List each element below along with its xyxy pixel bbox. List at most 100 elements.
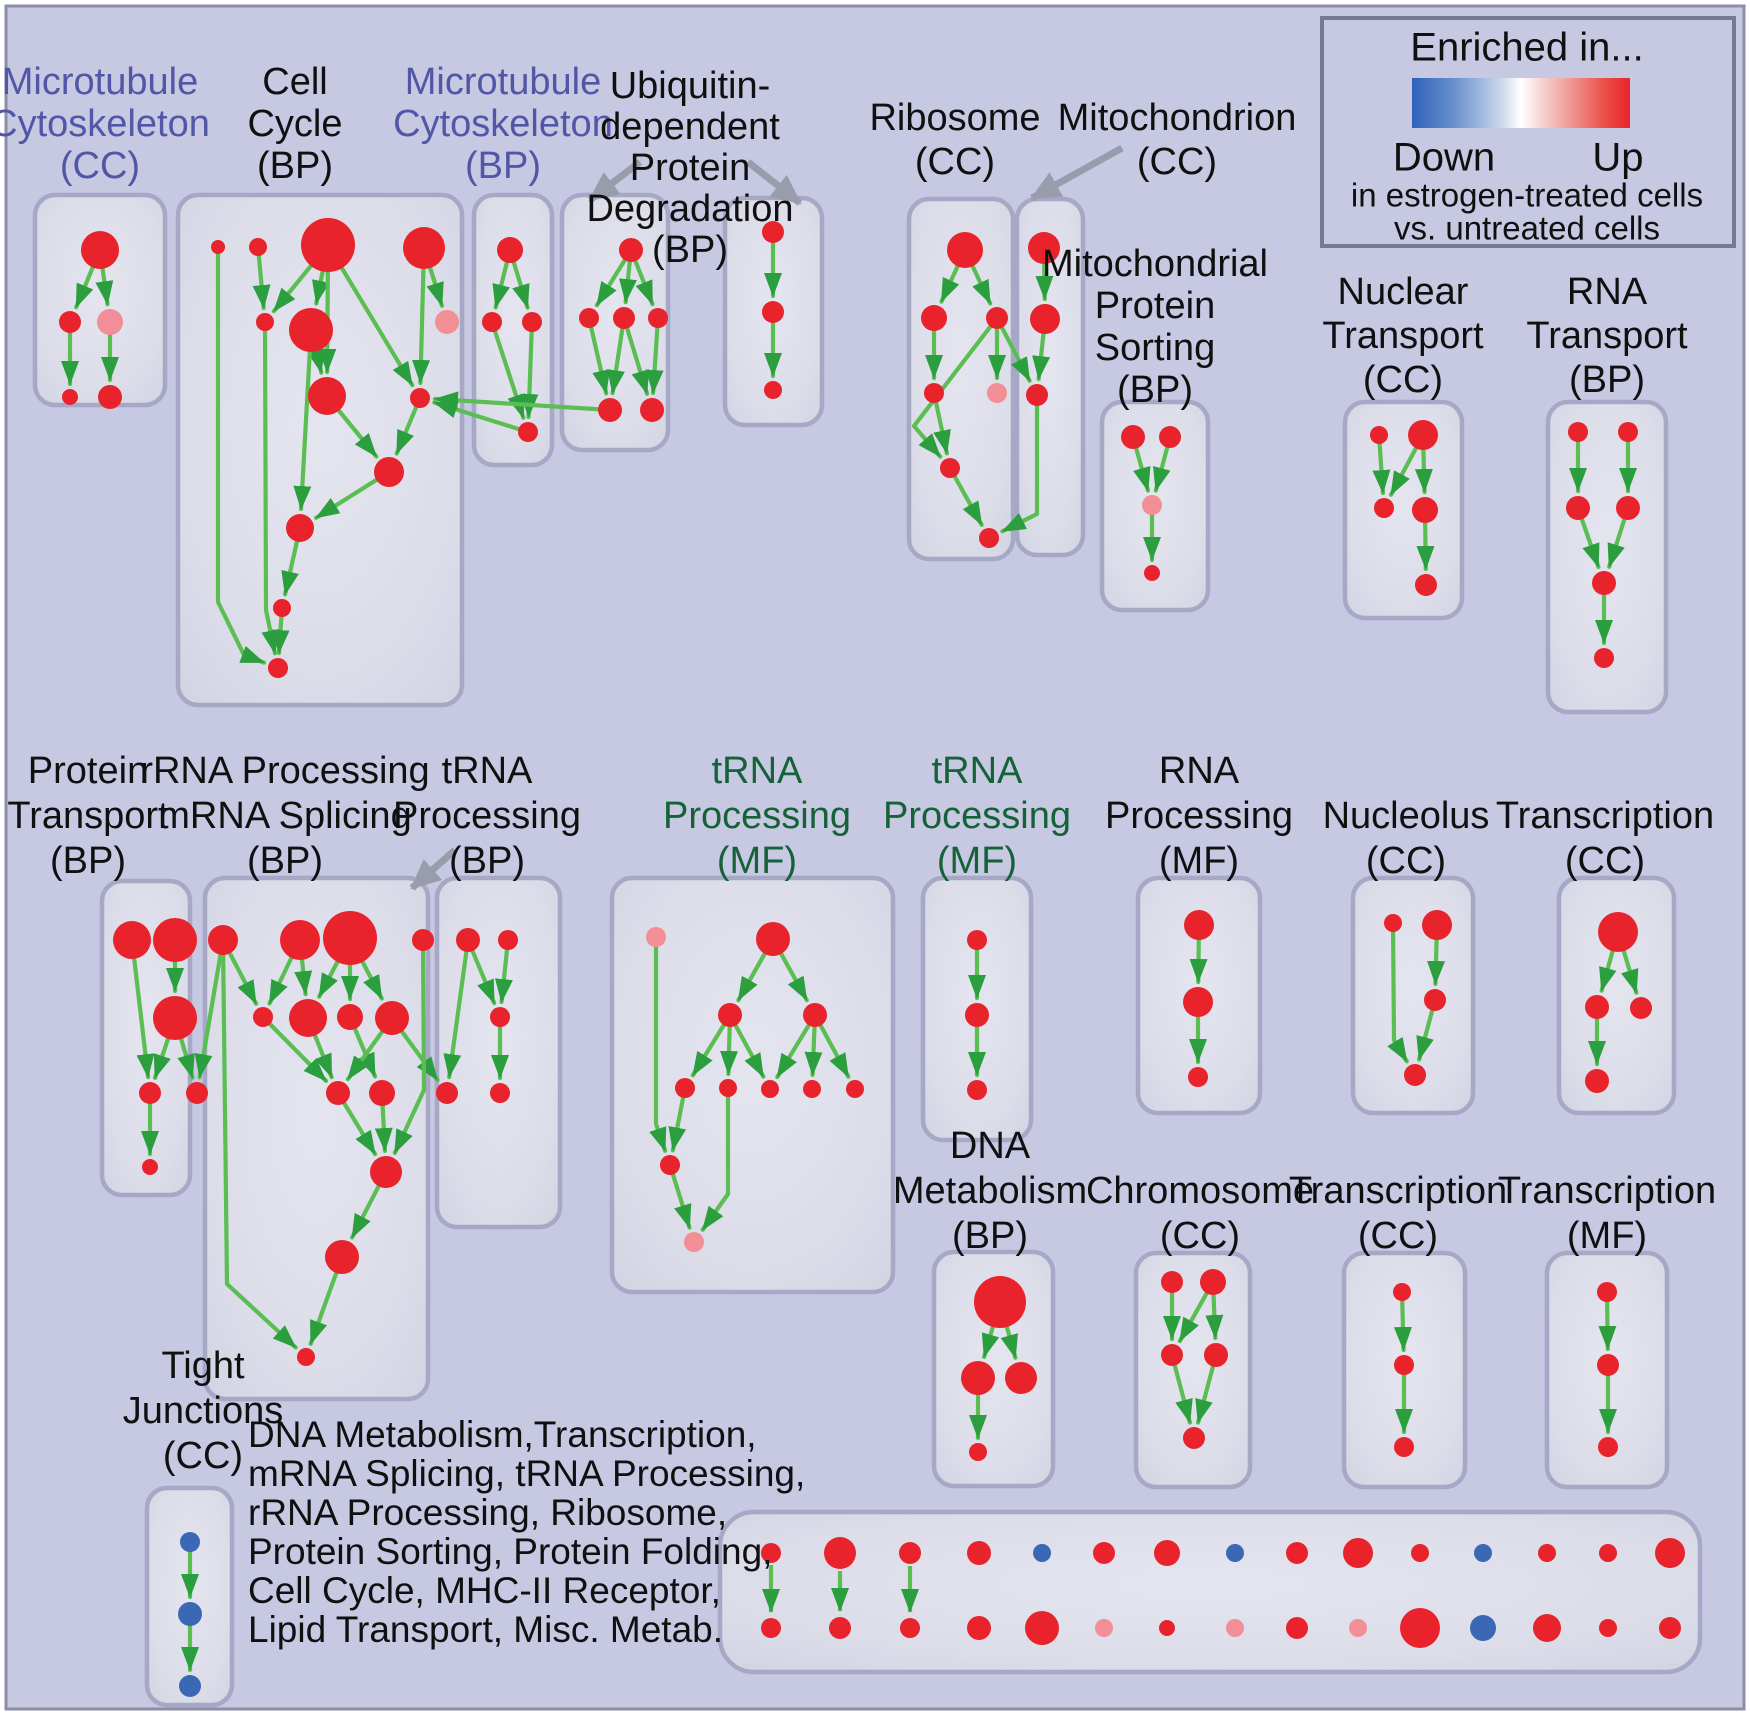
node-cc1: [211, 240, 225, 254]
cluster-label-cell-cycle-bp: Cycle: [247, 103, 342, 145]
strip-node-bottom-14: [1599, 1619, 1617, 1637]
strip-node-bottom-9: [1286, 1617, 1308, 1639]
cluster-label-mitochondrion-cc: Mitochondrion: [1058, 97, 1297, 139]
cluster-label-microtubule-cytoskeleton-cc: Cytoskeleton: [0, 103, 210, 145]
node-cc10: [374, 457, 404, 487]
node-rr2: [280, 920, 320, 960]
misc-categories-text: Lipid Transport, Misc. Metab.: [248, 1609, 723, 1650]
node-nt4: [1412, 497, 1438, 523]
edge-arrow: [911, 315, 1000, 459]
node-ch4: [1204, 1343, 1228, 1367]
node-mt2: [1030, 304, 1060, 334]
node-ta8: [803, 1080, 821, 1098]
strip-node-bottom-6: [1095, 1619, 1113, 1637]
cluster-box-cell-cycle-bp: [175, 192, 465, 708]
node-mb1: [497, 237, 523, 263]
node-ub6: [640, 398, 664, 422]
node-mtcc5: [98, 385, 122, 409]
cluster-label-ribosome-cc: Ribosome: [869, 97, 1040, 139]
strip-node-top-8: [1226, 1544, 1244, 1562]
strip-node-bottom-11: [1400, 1608, 1440, 1648]
node-rr7: [337, 1004, 363, 1030]
node-ub1: [619, 238, 643, 262]
node-cc4: [403, 227, 445, 269]
node-tb4: [436, 1082, 458, 1104]
cluster-label-nuclear-transport-cc: Transport: [1322, 315, 1484, 357]
cluster-label-microtubule-cytoskeleton-cc: (CC): [60, 145, 140, 187]
node-ta1: [646, 927, 666, 947]
node-ta10: [660, 1155, 680, 1175]
node-mp1: [1121, 425, 1145, 449]
node-ta3: [718, 1003, 742, 1027]
cluster-label-ubiquitin-degradation: (BP): [652, 229, 728, 271]
node-rr11: [370, 1156, 402, 1188]
cluster-label-mitochondrial-protein-sorting-bp: (BP): [1117, 369, 1193, 411]
strip-node-top-2: [824, 1537, 856, 1569]
node-cc11: [286, 514, 314, 542]
cluster-label-rrna-processing-mrna-splicing-bp: rRNA Processing: [140, 750, 429, 792]
strip-node-top-3: [899, 1542, 921, 1564]
node-mtcc3: [97, 309, 123, 335]
cluster-label-dna-metabolism-bp: DNA: [950, 1125, 1031, 1167]
cluster-box-microtubule-cytoskeleton-cc: [32, 192, 168, 408]
node-rb6: [940, 458, 960, 478]
cluster-label-tight-junctions-cc: Junctions: [123, 1390, 284, 1432]
strip-node-top-12: [1474, 1544, 1492, 1562]
edge-arrow: [607, 315, 627, 396]
node-mp4: [1144, 565, 1160, 581]
node-pt1: [113, 921, 151, 959]
strip-node-top-4: [967, 1541, 991, 1565]
cluster-box-trna-processing-mf-1: [609, 875, 896, 1295]
node-pt3: [153, 996, 197, 1040]
labels-layer: MicrotubuleCytoskeleton(CC)CellCycle(BP)…: [0, 61, 1716, 1650]
cluster-label-chromosome-cc: Chromosome: [1086, 1170, 1314, 1212]
node-rr10: [369, 1080, 395, 1106]
cluster-label-mitochondrial-protein-sorting-bp: Protein: [1095, 285, 1215, 327]
node-nu3: [1424, 989, 1446, 1011]
node-cc7: [435, 310, 459, 334]
node-uq1: [762, 221, 784, 243]
node-tc3: [967, 1080, 987, 1100]
node-t11: [1598, 912, 1638, 952]
cluster-label-rrna-processing-mrna-splicing-bp: mRNA Splicing: [158, 795, 411, 837]
node-mp2: [1159, 426, 1181, 448]
legend-subtitle-line2: vs. untreated cells: [1394, 210, 1660, 247]
edge-arrow: [775, 1012, 818, 1080]
strip-node-top-7: [1154, 1540, 1180, 1566]
strip-node-bottom-12: [1470, 1615, 1496, 1641]
strip-node-top-10: [1343, 1538, 1373, 1568]
strip-node-top-1: [761, 1543, 781, 1563]
node-ub2: [579, 308, 599, 328]
legend-down-label: Down: [1393, 136, 1495, 180]
legend-gradient-bar: [1412, 78, 1630, 128]
node-uq3: [764, 381, 782, 399]
legend-subtitle-line1: in estrogen-treated cells: [1351, 177, 1703, 214]
node-dn4: [969, 1443, 987, 1461]
node-mt3: [1026, 384, 1048, 406]
node-rr1: [208, 925, 238, 955]
strip-node-top-6: [1093, 1542, 1115, 1564]
cluster-box-microtubule-cytoskeleton-bp: [471, 192, 555, 468]
node-t12: [1585, 995, 1609, 1019]
node-rb3: [986, 307, 1008, 329]
node-dn1: [974, 1276, 1026, 1328]
node-tj1: [180, 1532, 200, 1552]
node-ra3: [1566, 496, 1590, 520]
node-rr13: [297, 1348, 315, 1366]
edge-arrow: [129, 937, 155, 1080]
node-nt5: [1415, 574, 1437, 596]
cluster-label-chromosome-cc: (CC): [1160, 1215, 1240, 1257]
cluster-box-misc-strip: [717, 1509, 1703, 1675]
edge-arrow: [667, 1162, 692, 1230]
nodes-layer: [59, 218, 1685, 1697]
node-nu4: [1404, 1064, 1426, 1086]
node-rp1: [1184, 910, 1214, 940]
cluster-label-microtubule-cytoskeleton-bp: Microtubule: [405, 61, 601, 103]
edge-arrow: [994, 315, 1032, 383]
node-rr8: [375, 1001, 409, 1035]
node-t23: [1394, 1437, 1414, 1457]
node-tb2: [498, 930, 518, 950]
cluster-label-protein-transport-bp: Protein: [28, 750, 148, 792]
node-ta4: [803, 1003, 827, 1027]
